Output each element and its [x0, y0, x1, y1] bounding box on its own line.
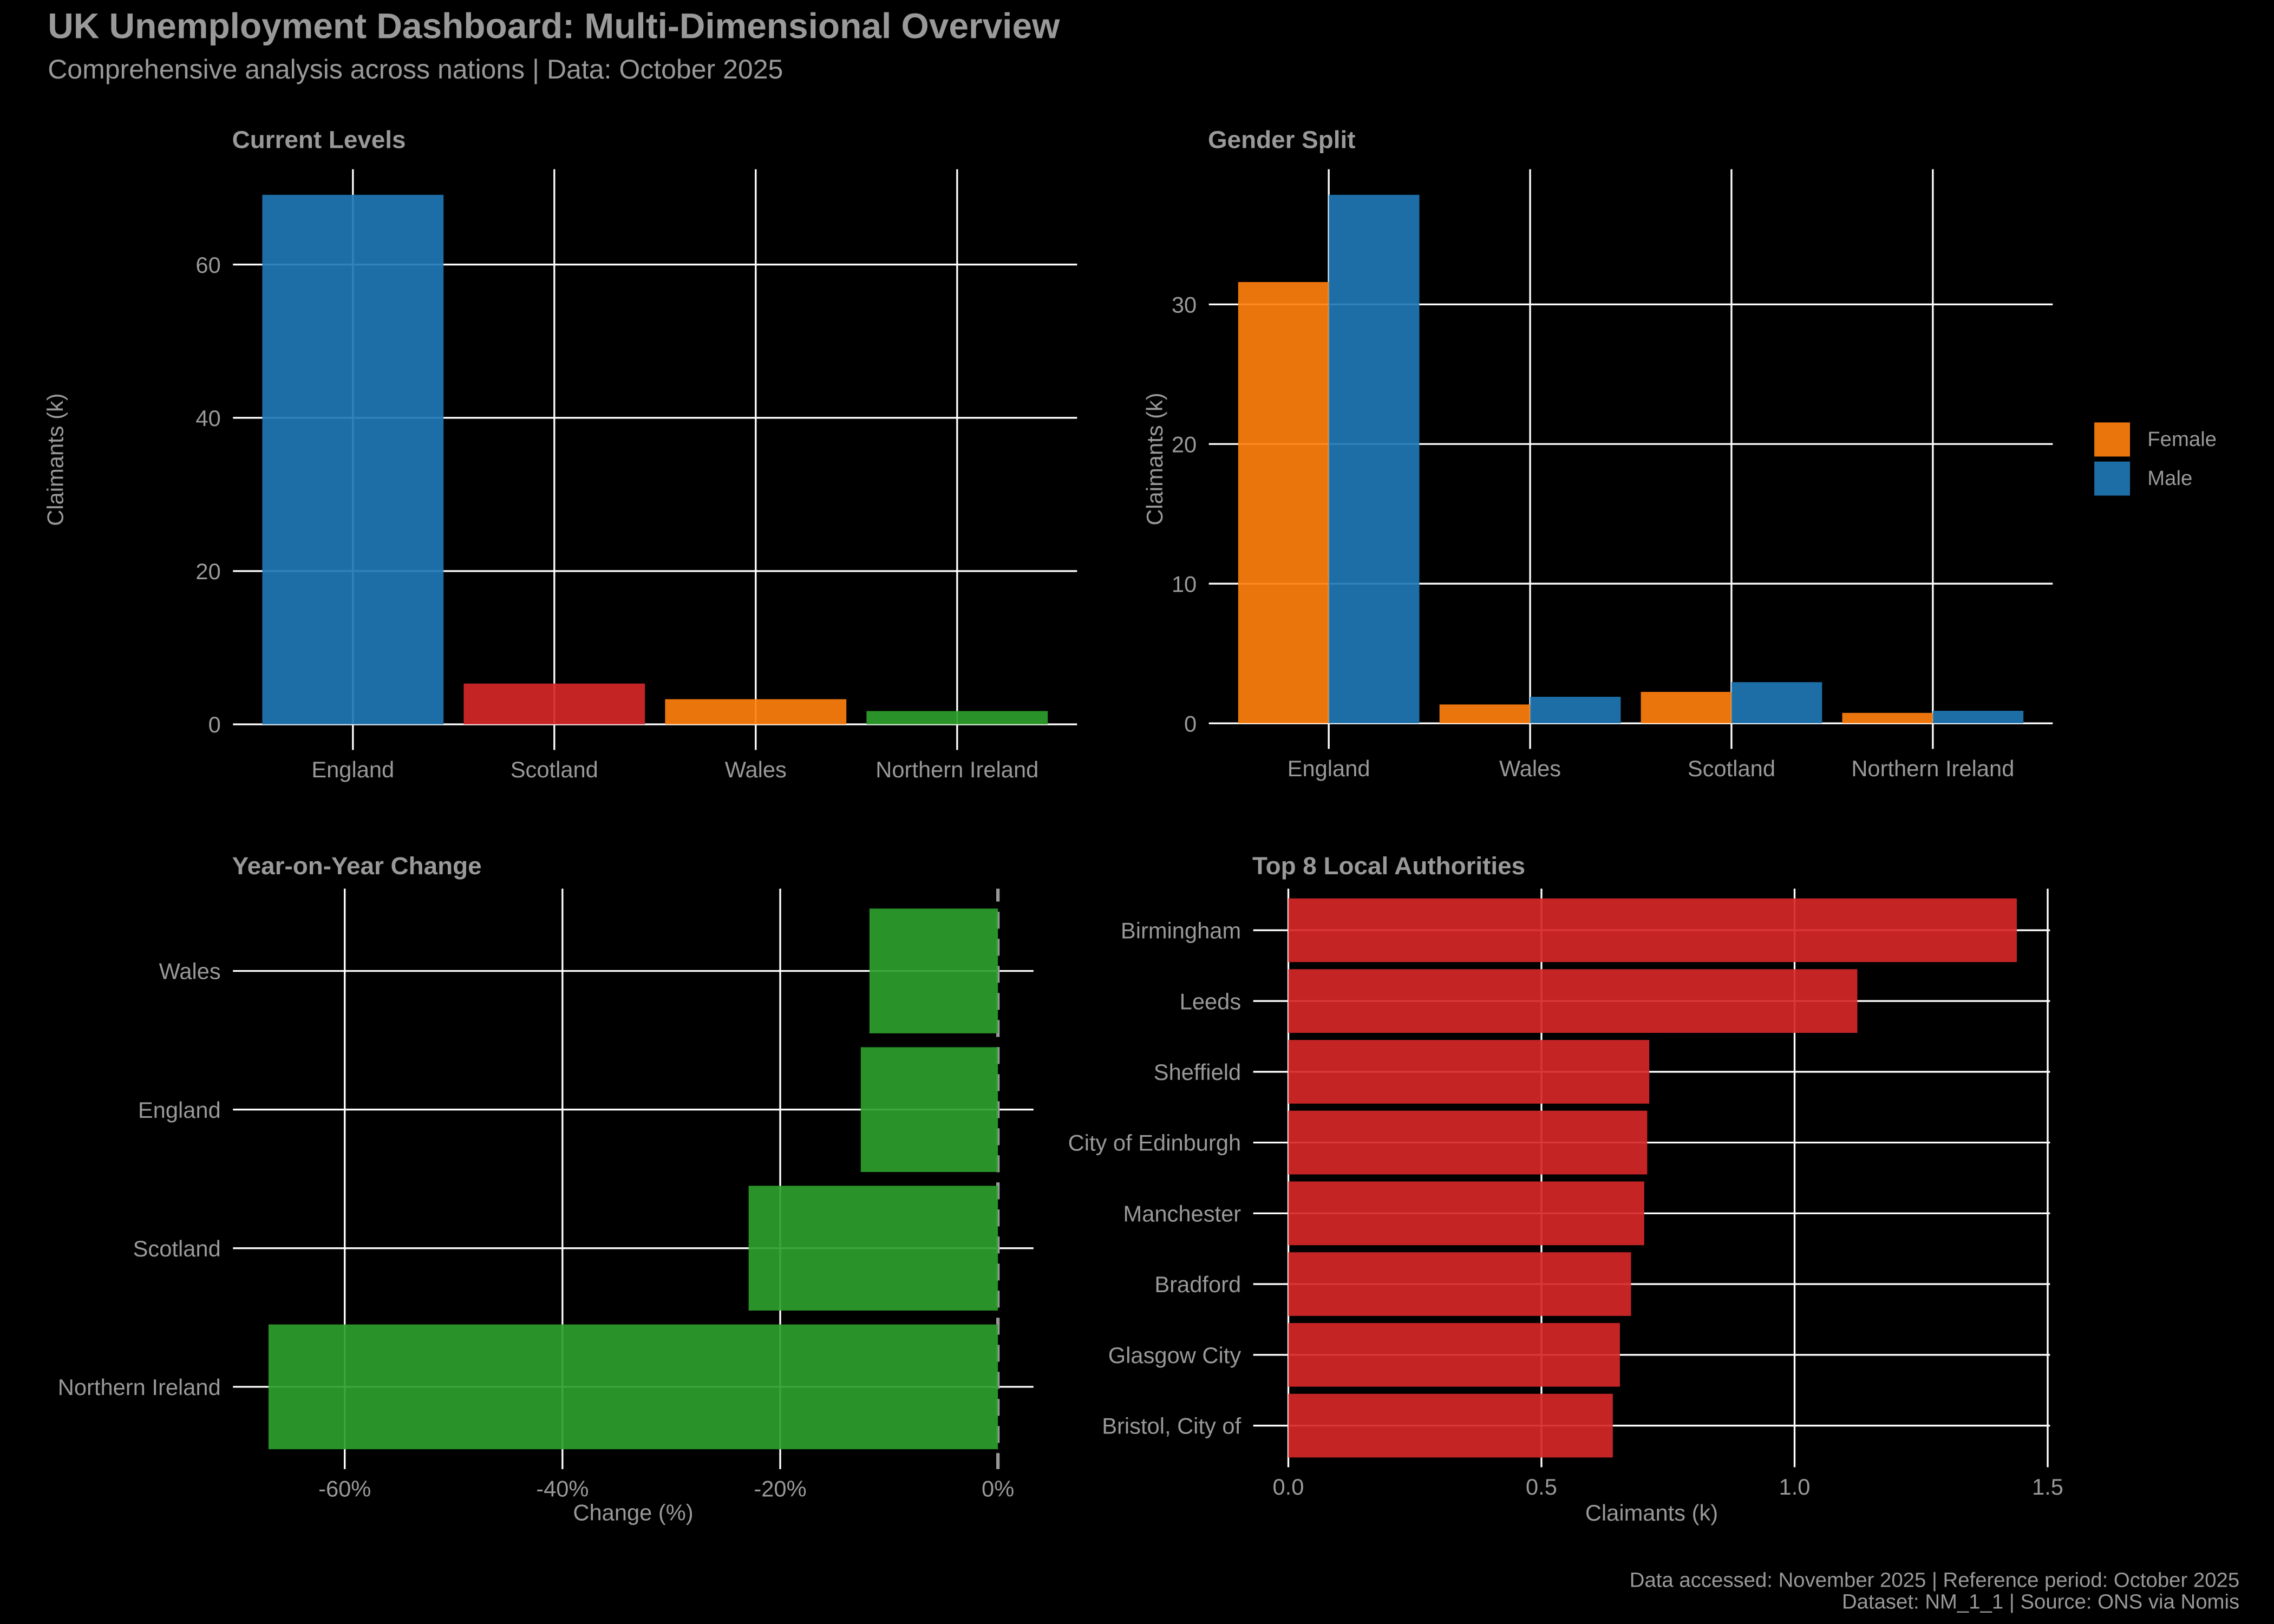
svg-text:Comprehensive analysis across: Comprehensive analysis across nations | …: [48, 54, 783, 84]
svg-text:0: 0: [208, 712, 221, 737]
svg-text:Northern Ireland: Northern Ireland: [875, 757, 1038, 782]
svg-text:UK Unemployment Dashboard: Mul: UK Unemployment Dashboard: Multi-Dimensi…: [48, 5, 1060, 45]
svg-text:Northern Ireland: Northern Ireland: [58, 1374, 221, 1400]
svg-text:0.0: 0.0: [1273, 1474, 1304, 1499]
svg-text:10: 10: [1172, 571, 1197, 597]
svg-text:0.5: 0.5: [1526, 1474, 1557, 1499]
svg-text:Wales: Wales: [1499, 756, 1561, 781]
svg-text:Claimants (k): Claimants (k): [1142, 392, 1167, 525]
svg-text:England: England: [311, 757, 394, 782]
svg-text:20: 20: [195, 559, 220, 584]
svg-text:Manchester: Manchester: [1123, 1201, 1241, 1226]
svg-text:Birmingham: Birmingham: [1121, 918, 1241, 944]
svg-text:England: England: [1288, 756, 1370, 781]
svg-text:Scotland: Scotland: [511, 757, 598, 782]
svg-text:Male: Male: [2147, 467, 2192, 490]
svg-text:Northern Ireland: Northern Ireland: [1851, 756, 2014, 781]
svg-text:Bristol, City of: Bristol, City of: [1102, 1413, 1241, 1439]
svg-text:Claimants (k): Claimants (k): [1585, 1500, 1718, 1525]
svg-text:Current Levels: Current Levels: [232, 126, 406, 154]
svg-text:-20%: -20%: [754, 1476, 806, 1501]
svg-text:Change (%): Change (%): [573, 1499, 693, 1525]
svg-text:City of Edinburgh: City of Edinburgh: [1068, 1130, 1241, 1156]
svg-text:Glasgow City: Glasgow City: [1108, 1343, 1241, 1368]
svg-text:30: 30: [1172, 292, 1197, 317]
svg-text:Wales: Wales: [159, 959, 221, 984]
svg-text:Female: Female: [2147, 428, 2217, 451]
svg-text:Top 8 Local Authorities: Top 8 Local Authorities: [1252, 852, 1525, 880]
svg-text:-60%: -60%: [318, 1476, 371, 1501]
svg-text:1.5: 1.5: [2032, 1474, 2063, 1499]
svg-text:Data accessed: November 2025 |: Data accessed: November 2025 | Reference…: [1630, 1568, 2239, 1592]
svg-text:-40%: -40%: [536, 1476, 589, 1501]
svg-text:Scotland: Scotland: [1688, 756, 1775, 781]
svg-text:40: 40: [195, 405, 220, 431]
svg-text:Bradford: Bradford: [1154, 1272, 1241, 1297]
svg-text:Sheffield: Sheffield: [1154, 1059, 1241, 1085]
svg-text:1.0: 1.0: [1779, 1474, 1811, 1499]
svg-text:20: 20: [1172, 431, 1197, 457]
svg-text:Dataset: NM_1_1 | Source: ONS: Dataset: NM_1_1 | Source: ONS via Nomis: [1842, 1590, 2239, 1613]
svg-text:Gender Split: Gender Split: [1208, 126, 1355, 154]
svg-text:Year-on-Year Change: Year-on-Year Change: [232, 852, 482, 880]
svg-text:Claimants (k): Claimants (k): [42, 393, 68, 526]
svg-text:0%: 0%: [982, 1476, 1014, 1501]
svg-text:Wales: Wales: [725, 757, 787, 782]
svg-text:England: England: [138, 1097, 221, 1123]
svg-text:60: 60: [195, 252, 220, 278]
svg-text:Scotland: Scotland: [133, 1236, 221, 1261]
svg-text:0: 0: [1184, 711, 1197, 736]
svg-text:Leeds: Leeds: [1180, 988, 1241, 1014]
